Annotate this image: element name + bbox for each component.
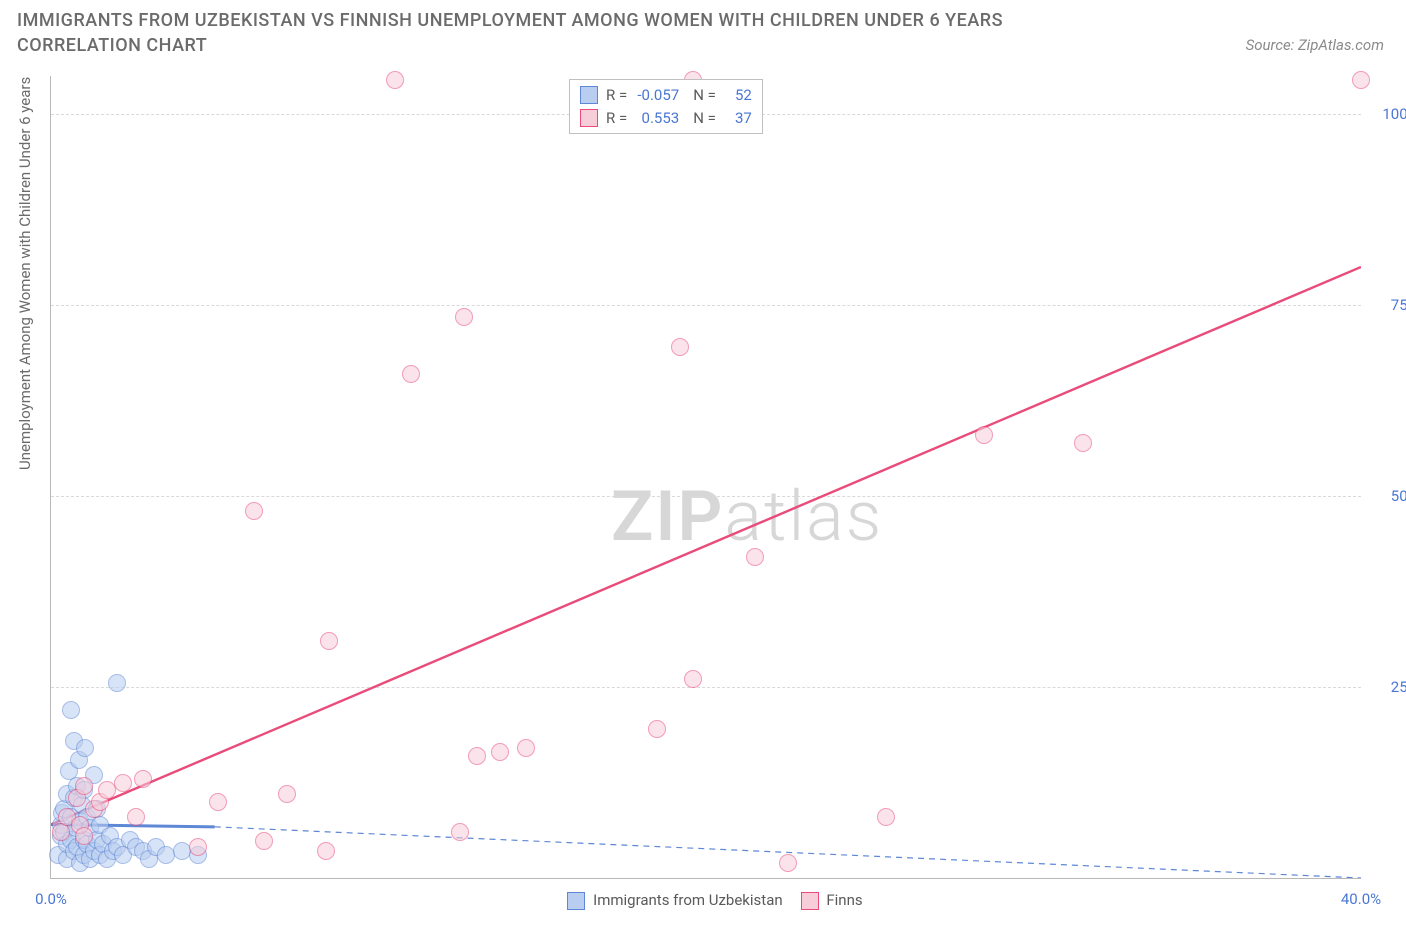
trend-line bbox=[51, 267, 1361, 825]
legend-swatch bbox=[801, 892, 819, 910]
data-point bbox=[108, 674, 126, 692]
data-point bbox=[1352, 71, 1370, 89]
data-point bbox=[746, 548, 764, 566]
data-point bbox=[245, 502, 263, 520]
watermark: ZIPatlas bbox=[611, 476, 883, 558]
source-credit: Source: ZipAtlas.com bbox=[1246, 36, 1384, 54]
data-point bbox=[114, 774, 132, 792]
data-point bbox=[451, 823, 469, 841]
y-tick-label: 100.0% bbox=[1371, 105, 1406, 123]
legend-series-name: Immigrants from Uzbekistan bbox=[589, 891, 782, 909]
y-tick-label: 25.0% bbox=[1371, 678, 1406, 696]
data-point bbox=[173, 842, 191, 860]
data-point bbox=[75, 777, 93, 795]
gridline bbox=[51, 496, 1361, 497]
data-point bbox=[134, 770, 152, 788]
legend-swatch bbox=[580, 109, 598, 127]
data-point bbox=[127, 808, 145, 826]
legend-n-label: N = bbox=[693, 107, 716, 130]
data-point bbox=[278, 785, 296, 803]
chart-title: IMMIGRANTS FROM UZBEKISTAN VS FINNISH UN… bbox=[17, 8, 1117, 58]
stats-legend-row: R = -0.057 N = 52 bbox=[580, 84, 752, 107]
data-point bbox=[157, 846, 175, 864]
gridline bbox=[51, 305, 1361, 306]
data-point bbox=[648, 720, 666, 738]
data-point bbox=[671, 338, 689, 356]
data-point bbox=[455, 308, 473, 326]
data-point bbox=[877, 808, 895, 826]
data-point bbox=[779, 854, 797, 872]
series-legend: Immigrants from Uzbekistan Finns bbox=[51, 891, 1361, 910]
data-point bbox=[684, 670, 702, 688]
legend-series-name: Finns bbox=[823, 891, 863, 909]
gridline bbox=[51, 687, 1361, 688]
data-point bbox=[1074, 434, 1092, 452]
y-axis-label: Unemployment Among Women with Children U… bbox=[16, 77, 34, 470]
y-tick-label: 75.0% bbox=[1371, 296, 1406, 314]
data-point bbox=[386, 71, 404, 89]
legend-n-label: N = bbox=[693, 84, 716, 107]
legend-r-label: R = bbox=[606, 84, 627, 107]
data-point bbox=[517, 739, 535, 757]
stats-legend: R = -0.057 N = 52 R = 0.553 N = 37 bbox=[569, 79, 763, 134]
data-point bbox=[320, 632, 338, 650]
data-point bbox=[975, 426, 993, 444]
data-point bbox=[468, 747, 486, 765]
data-point bbox=[189, 838, 207, 856]
data-point bbox=[76, 739, 94, 757]
legend-r-label: R = bbox=[606, 107, 627, 130]
legend-n-value: 37 bbox=[724, 107, 752, 130]
stats-legend-row: R = 0.553 N = 37 bbox=[580, 107, 752, 130]
data-point bbox=[402, 365, 420, 383]
legend-r-value: 0.553 bbox=[635, 107, 679, 130]
data-point bbox=[317, 842, 335, 860]
y-tick-label: 50.0% bbox=[1371, 487, 1406, 505]
legend-swatch bbox=[580, 86, 598, 104]
trendlines-layer bbox=[51, 76, 1361, 878]
plot-area: ZIPatlas 25.0%50.0%75.0%100.0%0.0%40.0%R… bbox=[50, 76, 1361, 879]
legend-n-value: 52 bbox=[724, 84, 752, 107]
legend-r-value: -0.057 bbox=[635, 84, 679, 107]
data-point bbox=[491, 743, 509, 761]
data-point bbox=[75, 827, 93, 845]
data-point bbox=[98, 781, 116, 799]
legend-swatch bbox=[567, 892, 585, 910]
data-point bbox=[255, 832, 273, 850]
data-point bbox=[209, 793, 227, 811]
data-point bbox=[62, 701, 80, 719]
